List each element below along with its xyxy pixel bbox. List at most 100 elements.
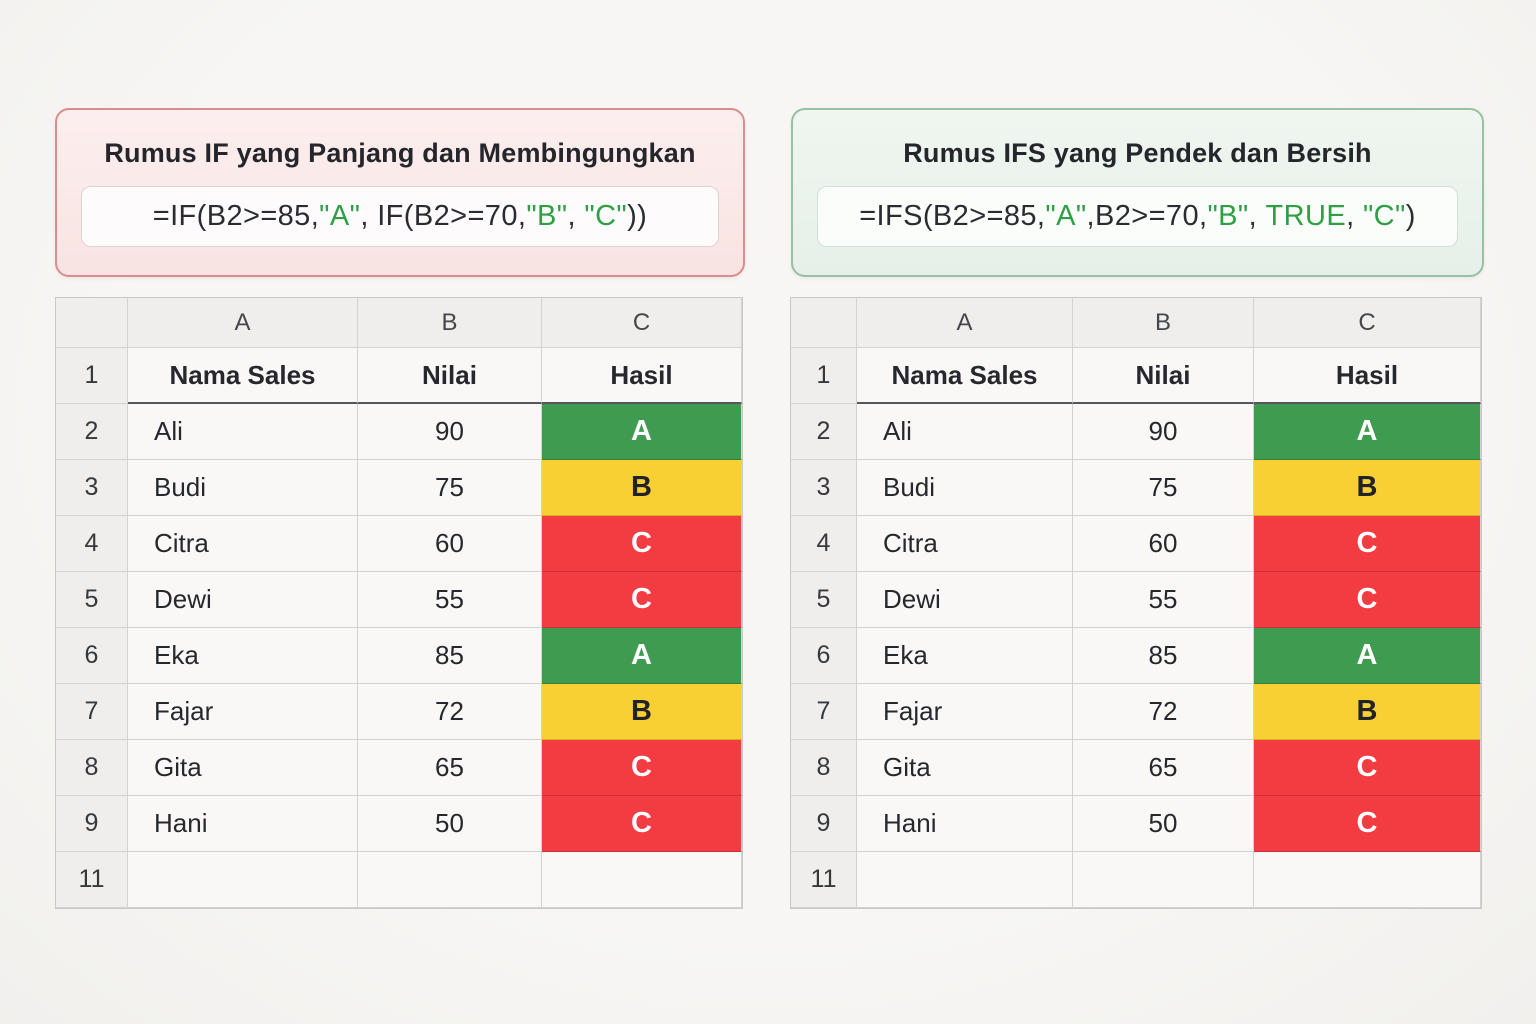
header-cell: Nilai — [358, 348, 542, 404]
empty-cell — [358, 852, 542, 908]
nama-sales-cell: Budi — [128, 460, 358, 516]
row-number-cell: 9 — [791, 796, 857, 852]
formula-segment: "C" — [584, 200, 628, 232]
ifs-card-title: Rumus IFS yang Pendek dan Bersih — [903, 138, 1372, 168]
formula-segment: "C" — [1362, 200, 1406, 232]
spreadsheet-if-result: A B C 1 Nama Sales Nilai Hasil 2 Ali 90 A 3 Budi 75 B 4… — [55, 297, 743, 909]
nama-sales-cell: Dewi — [128, 572, 358, 628]
nilai-cell: 75 — [358, 460, 542, 516]
row-number-cell: 4 — [791, 516, 857, 572]
nama-sales-cell: Eka — [857, 628, 1073, 684]
formula-segment: )) — [627, 200, 648, 232]
nama-sales-cell: Gita — [128, 740, 358, 796]
if-formula-box: =IF(B2>=85, "A", IF(B2>=70, "B", "C")) — [81, 186, 719, 247]
row-number-cell: 8 — [56, 740, 128, 796]
row-number-cell: 5 — [56, 572, 128, 628]
nilai-cell: 65 — [358, 740, 542, 796]
nama-sales-cell: Ali — [857, 404, 1073, 460]
hasil-cell: C — [542, 796, 742, 852]
nilai-cell: 75 — [1073, 460, 1254, 516]
nama-sales-cell: Fajar — [857, 684, 1073, 740]
formula-segment: "B" — [1207, 200, 1249, 232]
nilai-cell: 60 — [1073, 516, 1254, 572]
nilai-cell: 85 — [1073, 628, 1254, 684]
formula-segment: ,B2>=70, — [1086, 200, 1208, 232]
nilai-cell: 55 — [358, 572, 542, 628]
row-number-cell: 8 — [791, 740, 857, 796]
corner-cell — [56, 298, 128, 348]
formula-segment: "A" — [1045, 200, 1087, 232]
column-letter-cell: C — [1254, 298, 1481, 348]
row-number-cell: 7 — [791, 684, 857, 740]
nama-sales-cell: Citra — [128, 516, 358, 572]
row-number-cell: 2 — [56, 404, 128, 460]
hasil-cell: C — [542, 740, 742, 796]
nilai-cell: 90 — [358, 404, 542, 460]
hasil-cell: A — [1254, 628, 1481, 684]
nama-sales-cell: Hani — [857, 796, 1073, 852]
row-number-cell: 1 — [791, 348, 857, 404]
header-cell: Nama Sales — [128, 348, 358, 404]
empty-cell — [1073, 852, 1254, 908]
nama-sales-cell: Citra — [857, 516, 1073, 572]
hasil-cell: A — [1254, 404, 1481, 460]
formula-segment: "B" — [526, 200, 568, 232]
empty-cell — [128, 852, 358, 908]
if-formula-card: Rumus IF yang Panjang dan Membingungkan … — [55, 108, 745, 277]
row-number-cell: 11 — [791, 852, 857, 908]
nilai-cell: 55 — [1073, 572, 1254, 628]
formula-segment: "A" — [319, 200, 361, 232]
hasil-cell: C — [542, 572, 742, 628]
hasil-cell: B — [1254, 684, 1481, 740]
row-number-cell: 11 — [56, 852, 128, 908]
row-number-cell: 5 — [791, 572, 857, 628]
row-number-cell: 6 — [791, 628, 857, 684]
nama-sales-cell: Eka — [128, 628, 358, 684]
column-letter-cell: A — [857, 298, 1073, 348]
row-number-cell: 2 — [791, 404, 857, 460]
formula-segment: , IF(B2>=70, — [360, 200, 527, 232]
ifs-formula-box: =IFS(B2>=85, "A" ,B2>=70, "B", TRUE, "C") — [817, 186, 1458, 247]
row-number-cell: 3 — [791, 460, 857, 516]
hasil-cell: B — [542, 460, 742, 516]
row-number-cell: 3 — [56, 460, 128, 516]
hasil-cell: C — [1254, 796, 1481, 852]
formula-segment: =IFS(B2>=85, — [859, 200, 1046, 232]
empty-cell — [542, 852, 742, 908]
formula-segment: ) — [1405, 200, 1416, 232]
header-cell: Hasil — [542, 348, 742, 404]
nama-sales-cell: Fajar — [128, 684, 358, 740]
nama-sales-cell: Ali — [128, 404, 358, 460]
nama-sales-cell: Hani — [128, 796, 358, 852]
row-number-cell: 9 — [56, 796, 128, 852]
nilai-cell: 60 — [358, 516, 542, 572]
hasil-cell: C — [1254, 740, 1481, 796]
hasil-cell: B — [542, 684, 742, 740]
column-letter-cell: A — [128, 298, 358, 348]
nama-sales-cell: Budi — [857, 460, 1073, 516]
header-cell: Hasil — [1254, 348, 1481, 404]
empty-cell — [857, 852, 1073, 908]
formula-segment: , — [1346, 200, 1363, 232]
nilai-cell: 50 — [1073, 796, 1254, 852]
header-cell: Nilai — [1073, 348, 1254, 404]
hasil-cell: C — [1254, 572, 1481, 628]
row-number-cell: 6 — [56, 628, 128, 684]
nilai-cell: 85 — [358, 628, 542, 684]
hasil-cell: C — [1254, 516, 1481, 572]
row-number-cell: 1 — [56, 348, 128, 404]
hasil-cell: A — [542, 404, 742, 460]
row-number-cell: 7 — [56, 684, 128, 740]
column-letter-cell: C — [542, 298, 742, 348]
formula-segment: , — [1248, 200, 1266, 232]
nama-sales-cell: Gita — [857, 740, 1073, 796]
nilai-cell: 90 — [1073, 404, 1254, 460]
nilai-cell: 50 — [358, 796, 542, 852]
nilai-cell: 72 — [358, 684, 542, 740]
column-letter-cell: B — [358, 298, 542, 348]
spreadsheet-ifs-result: A B C 1 Nama Sales Nilai Hasil 2 Ali 90 A 3 Budi 75 B 4… — [790, 297, 1482, 909]
formula-segment: , — [567, 200, 585, 232]
row-number-cell: 4 — [56, 516, 128, 572]
header-cell: Nama Sales — [857, 348, 1073, 404]
formula-segment: =IF(B2>=85, — [152, 200, 320, 232]
